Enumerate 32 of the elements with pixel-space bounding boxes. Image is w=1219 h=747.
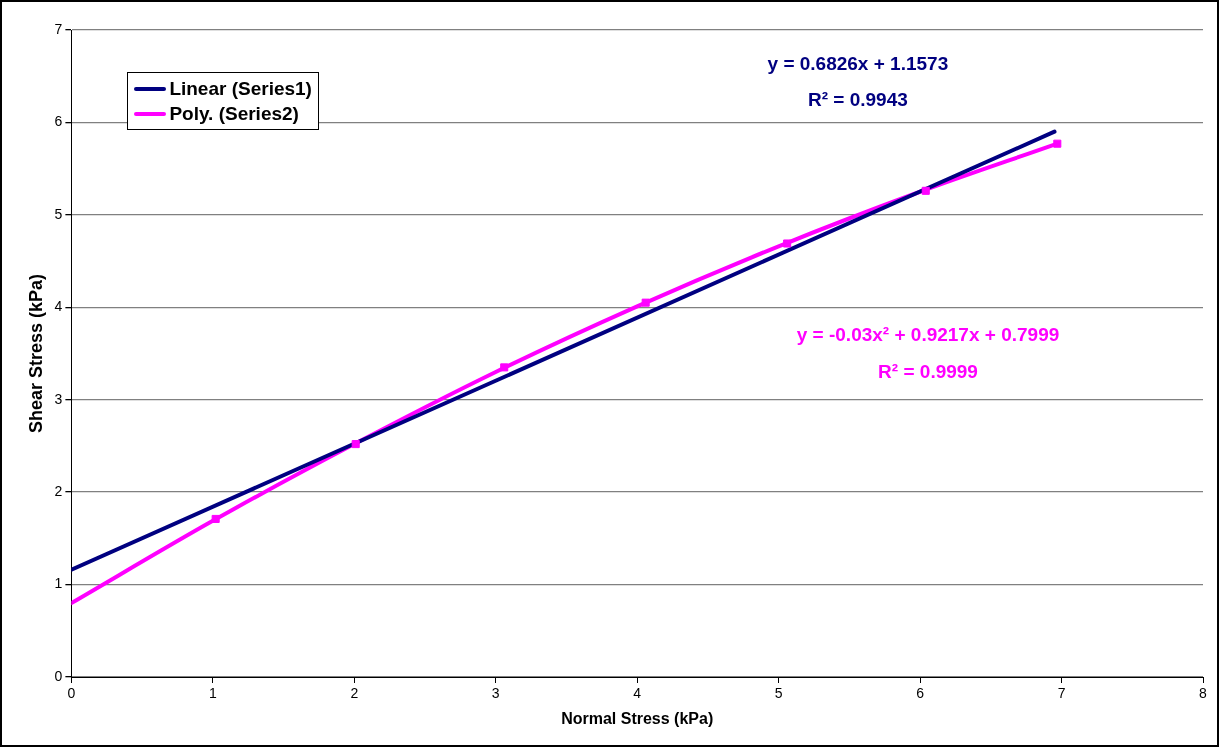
point: [351, 440, 360, 449]
x-tick-label: 7: [1057, 685, 1066, 702]
x-tick-label: 6: [916, 685, 925, 702]
y-tick-label: 2: [54, 483, 63, 499]
y-tick-label: 4: [54, 298, 63, 315]
point: [1053, 139, 1062, 148]
point: [921, 186, 930, 195]
y-tick-label: 1: [54, 575, 63, 592]
legend-label: Linear (Series1): [169, 77, 312, 100]
y-axis-title: Shear Stress (kPa): [25, 273, 46, 434]
annotation: R² = 0.9943: [807, 89, 908, 111]
y-tick-label: 5: [54, 205, 63, 222]
annotation: y = 0.6826x + 1.1573: [767, 53, 949, 75]
point: [641, 298, 650, 307]
x-tick-label: 4: [633, 685, 642, 702]
x-axis-title: Normal Stress (kPa): [561, 709, 714, 727]
x-tick-label: 8: [1199, 685, 1208, 702]
x-tick-label: 5: [774, 685, 783, 702]
legend-label: Poly. (Series2): [169, 102, 299, 125]
y-tick-label: 3: [54, 390, 63, 407]
annotation: R² = 0.9999: [878, 361, 978, 383]
y-tick-label: 6: [54, 113, 63, 130]
annotation: y = -0.03x² + 0.9217x + 0.7999: [796, 324, 1060, 346]
point: [211, 514, 220, 523]
y-tick-label: 7: [54, 20, 63, 37]
x-tick-label: 0: [67, 685, 76, 702]
x-tick-label: 1: [208, 685, 217, 702]
y-tick-label: 0: [54, 667, 63, 684]
x-tick-label: 3: [491, 685, 500, 702]
point: [500, 363, 509, 372]
point: [783, 239, 792, 248]
x-tick-label: 2: [350, 685, 359, 702]
